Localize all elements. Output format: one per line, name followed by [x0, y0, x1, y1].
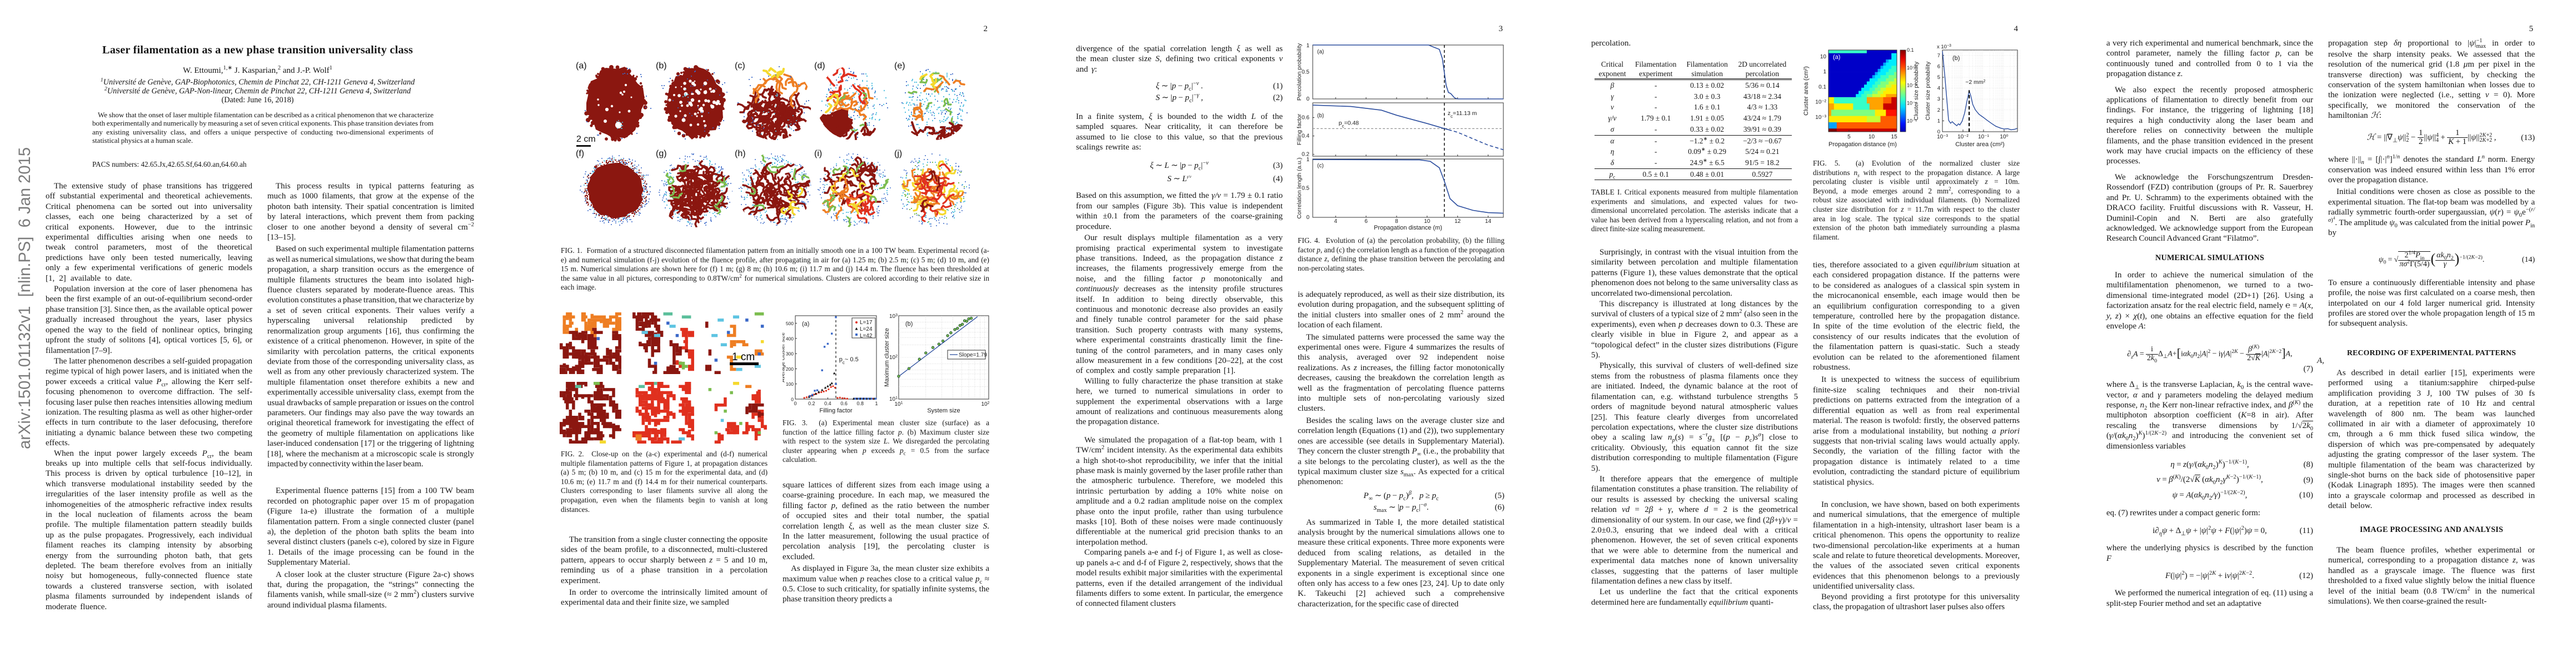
svg-text:14: 14: [1485, 218, 1492, 225]
svg-text:L=17: L=17: [860, 320, 873, 326]
svg-text:10⁻⁴: 10⁻⁴: [1907, 101, 1917, 106]
svg-text:(h): (h): [735, 149, 746, 158]
svg-text:500: 500: [786, 321, 794, 326]
svg-text:0: 0: [791, 397, 794, 402]
svg-text:0.1: 0.1: [1907, 47, 1914, 53]
svg-text:101: 101: [889, 396, 898, 403]
svg-text:2 cm: 2 cm: [576, 135, 596, 144]
svg-text:Cluster size probability: Cluster size probability: [1925, 61, 1931, 120]
svg-text:0.2: 0.2: [808, 401, 815, 406]
svg-text:4: 4: [1334, 218, 1337, 225]
svg-text:100: 100: [786, 381, 794, 387]
svg-text:10⁻³: 10⁻³: [1815, 115, 1826, 121]
svg-text:(e): (e): [894, 61, 905, 71]
svg-text:Average cluster size: Average cluster size: [783, 332, 786, 382]
svg-text:6: 6: [1937, 63, 1940, 69]
svg-text:System size: System size: [927, 407, 960, 414]
svg-text:pc=0.48: pc=0.48: [1339, 120, 1359, 129]
svg-text:(c): (c): [735, 61, 745, 71]
svg-text:103: 103: [889, 313, 898, 320]
svg-text:0.6: 0.6: [840, 401, 848, 406]
svg-text:10⁻¹: 10⁻¹: [1978, 134, 1989, 140]
svg-text:5: 5: [1847, 134, 1851, 140]
svg-text:Propagation distance (m): Propagation distance (m): [1828, 141, 1897, 148]
svg-text:8: 8: [1395, 218, 1398, 225]
svg-text:0.8: 0.8: [857, 401, 864, 406]
svg-text:0.5: 0.5: [1302, 186, 1309, 192]
svg-text:10⁻⁵: 10⁻⁵: [1907, 118, 1917, 123]
svg-text:0: 0: [1306, 96, 1309, 102]
svg-text:0.5: 0.5: [1302, 69, 1309, 76]
svg-text:10: 10: [1869, 134, 1875, 140]
svg-text:Propagation distance (m): Propagation distance (m): [1374, 225, 1442, 231]
svg-text:L=42: L=42: [860, 333, 873, 339]
svg-text:0.4: 0.4: [1302, 133, 1309, 140]
svg-text:5: 5: [1937, 74, 1940, 81]
svg-text:3: 3: [1937, 96, 1940, 102]
svg-text:10: 10: [1424, 218, 1431, 225]
svg-text:(d): (d): [814, 61, 825, 71]
svg-text:10⁻²: 10⁻²: [1957, 134, 1969, 140]
svg-text:1 cm: 1 cm: [732, 351, 755, 363]
svg-text:(i): (i): [814, 149, 822, 158]
svg-text:Correlation length (a.u.): Correlation length (a.u.): [1296, 157, 1303, 218]
svg-text:(b): (b): [1952, 55, 1960, 62]
svg-text:Slope=1.79: Slope=1.79: [959, 352, 987, 359]
svg-text:Maximum cluster size: Maximum cluster size: [884, 328, 890, 387]
svg-text:12: 12: [1454, 218, 1461, 225]
svg-text:200: 200: [786, 366, 794, 372]
svg-text:Filling factor: Filling factor: [1296, 113, 1303, 145]
svg-text:2: 2: [1937, 107, 1940, 113]
svg-text:1: 1: [1306, 43, 1309, 49]
svg-text:10⁰: 10⁰: [2000, 134, 2008, 140]
svg-text:10⁻³: 10⁻³: [1907, 83, 1917, 88]
svg-text:1: 1: [875, 401, 878, 406]
svg-text:(f): (f): [576, 149, 584, 158]
svg-text:L=24: L=24: [860, 326, 873, 332]
svg-text:10⁻³: 10⁻³: [1937, 134, 1948, 140]
svg-text:(g): (g): [656, 149, 667, 158]
svg-text:101: 101: [894, 401, 903, 408]
svg-text:(b): (b): [656, 61, 667, 71]
svg-text:x 10−3: x 10−3: [1937, 44, 1951, 51]
svg-text:102: 102: [889, 355, 898, 361]
svg-text:300: 300: [786, 351, 794, 357]
svg-text:7: 7: [1937, 53, 1940, 59]
svg-text:(j): (j): [894, 149, 902, 158]
svg-text:(b): (b): [1317, 113, 1324, 119]
svg-text:0: 0: [794, 401, 796, 406]
svg-text:0.6: 0.6: [1302, 115, 1309, 121]
svg-text:0.2: 0.2: [1302, 152, 1309, 158]
svg-text:0: 0: [1937, 129, 1940, 135]
svg-text:(a): (a): [1833, 54, 1840, 61]
svg-text:1: 1: [1823, 69, 1826, 75]
svg-text:Cluster size probability: Cluster size probability: [1913, 61, 1920, 120]
svg-text:~2 mm2: ~2 mm2: [1965, 79, 1985, 86]
svg-text:0: 0: [1306, 215, 1309, 221]
svg-text:0.4: 0.4: [824, 401, 831, 406]
svg-text:Cluster area (cm²): Cluster area (cm²): [1955, 141, 2005, 148]
svg-text:10⁻²: 10⁻²: [1907, 65, 1917, 71]
svg-text:1: 1: [1306, 157, 1309, 163]
svg-text:102: 102: [981, 401, 989, 408]
svg-text:10⁻²: 10⁻²: [1815, 99, 1826, 106]
svg-text:zc=11.13 m: zc=11.13 m: [1448, 110, 1477, 119]
svg-text:Percolation probability: Percolation probability: [1296, 43, 1303, 101]
svg-text:15: 15: [1891, 134, 1898, 140]
svg-text:10: 10: [1820, 54, 1827, 60]
svg-text:Cluster area (cm²): Cluster area (cm²): [1803, 66, 1810, 116]
svg-text:6: 6: [1364, 218, 1368, 225]
svg-text:(a): (a): [576, 61, 587, 71]
svg-text:Filling factor: Filling factor: [819, 407, 853, 414]
svg-text:0.1: 0.1: [1818, 84, 1826, 90]
svg-text:(c): (c): [1317, 163, 1324, 169]
svg-text:4: 4: [1937, 86, 1940, 92]
svg-text:pc~ 0.5: pc~ 0.5: [839, 356, 859, 365]
svg-text:(a): (a): [1317, 49, 1324, 55]
svg-text:1: 1: [1937, 118, 1940, 124]
svg-text:(a): (a): [802, 321, 809, 327]
svg-text:(b): (b): [905, 321, 913, 327]
svg-text:400: 400: [786, 336, 794, 341]
